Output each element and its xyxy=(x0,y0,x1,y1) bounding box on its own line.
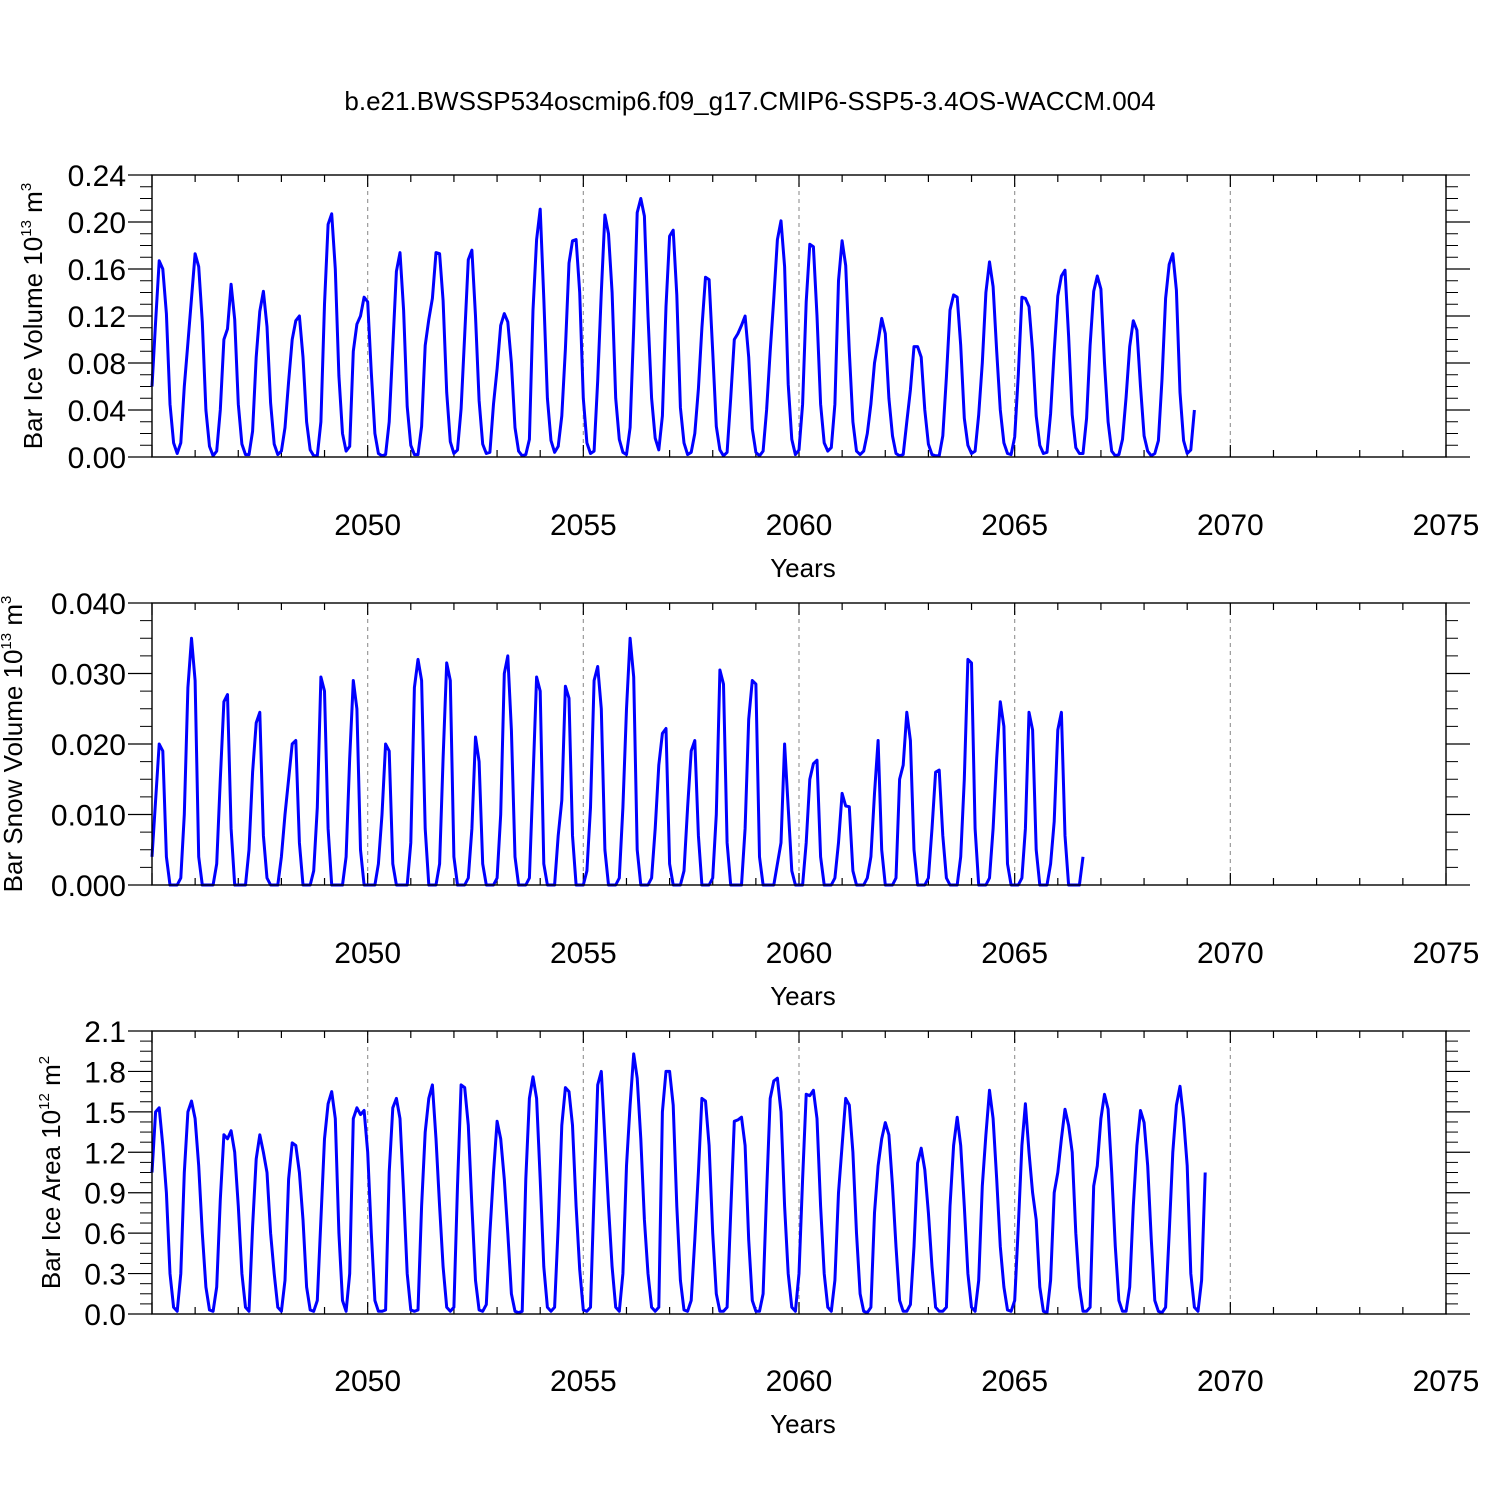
x-tick-label: 2050 xyxy=(334,1365,401,1398)
y-axis-label-superscript: 12 xyxy=(36,1093,53,1110)
y-tick-label: 0.040 xyxy=(51,588,126,621)
y-axis-label-superscript: 3 xyxy=(18,183,35,191)
panel-snow-volume: 0.000 0.010 0.020 0.030 0.040 2050 2055 2060 206… xyxy=(0,588,1479,1011)
y-axis-label-text: Bar Snow Volume 10 xyxy=(0,650,28,893)
x-tick-label: 2050 xyxy=(334,509,401,542)
y-tick-label: 0.08 xyxy=(68,348,126,381)
y-tick-label: 0.0 xyxy=(84,1299,126,1332)
y-tick-label: 0.3 xyxy=(84,1259,126,1292)
x-tick-label: 2075 xyxy=(1413,1365,1480,1398)
y-tick-label: 0.12 xyxy=(68,301,126,334)
y-axis-label-superscript: 13 xyxy=(18,220,35,237)
y-axis-label: Bar Ice Area 1012 m2 xyxy=(36,1056,66,1289)
panel-ice-volume: 0.00 0.04 0.08 0.12 0.16 0.20 0.24 2050 2055 2060… xyxy=(18,160,1479,583)
y-axis-label-superscript: 13 xyxy=(0,633,15,650)
x-tick-label: 2055 xyxy=(550,1365,617,1398)
y-tick-label: 0.9 xyxy=(84,1178,126,1211)
y-tick-label: 0.16 xyxy=(68,254,126,287)
x-tick-label: 2055 xyxy=(550,937,617,970)
x-tick-label: 2070 xyxy=(1197,937,1264,970)
y-tick-label: 0.04 xyxy=(68,395,126,428)
panel-ice-area: 0.0 0.3 0.6 0.9 1.2 1.5 1.8 2.1 2050 2055 2060 2065… xyxy=(36,1016,1479,1439)
x-tick-label: 2065 xyxy=(981,937,1048,970)
y-tick-label: 0.010 xyxy=(51,800,126,833)
plot-frame xyxy=(151,1030,1447,1315)
y-tick-label: 0.020 xyxy=(51,729,126,762)
x-axis-label: Years xyxy=(770,981,836,1011)
y-axis-label-text: m xyxy=(36,1064,66,1093)
y-axis-label-superscript: 3 xyxy=(0,596,15,604)
x-tick-label: 2075 xyxy=(1413,937,1480,970)
x-tick-label: 2060 xyxy=(766,1365,833,1398)
y-tick-label: 0.00 xyxy=(68,442,126,475)
y-axis-label-text: Bar Ice Volume 10 xyxy=(18,237,48,449)
x-tick-label: 2050 xyxy=(334,937,401,970)
y-tick-label: 0.030 xyxy=(51,659,126,692)
x-tick-label: 2060 xyxy=(766,509,833,542)
y-tick-label: 0.6 xyxy=(84,1218,126,1251)
y-axis-label-superscript: 2 xyxy=(36,1056,53,1064)
series-line xyxy=(150,636,1085,887)
y-tick-label: 0.000 xyxy=(51,870,126,903)
x-tick-label: 2060 xyxy=(766,937,833,970)
x-tick-label: 2065 xyxy=(981,1365,1048,1398)
x-tick-label: 2055 xyxy=(550,509,617,542)
series-line xyxy=(150,197,1196,458)
plot-frame xyxy=(151,174,1447,458)
x-axis-label: Years xyxy=(770,553,836,583)
series-line xyxy=(150,1052,1207,1315)
x-axis-label: Years xyxy=(770,1409,836,1439)
y-tick-label: 2.1 xyxy=(84,1016,126,1049)
y-tick-label: 0.20 xyxy=(68,207,126,240)
x-tick-label: 2065 xyxy=(981,509,1048,542)
y-tick-label: 0.24 xyxy=(68,160,126,193)
y-tick-label: 1.8 xyxy=(84,1056,126,1089)
x-tick-label: 2070 xyxy=(1197,509,1264,542)
y-axis-label-text: Bar Ice Area 10 xyxy=(36,1110,66,1289)
chart-title: b.e21.BWSSP534oscmip6.f09_g17.CMIP6-SSP5… xyxy=(344,86,1156,116)
y-axis-label: Bar Ice Volume 1013 m3 xyxy=(18,183,48,449)
x-tick-label: 2075 xyxy=(1413,509,1480,542)
y-axis-label-text: m xyxy=(0,604,28,633)
y-tick-label: 1.5 xyxy=(84,1097,126,1130)
y-axis-label: Bar Snow Volume 1013 m3 xyxy=(0,596,28,893)
y-axis-label-text: m xyxy=(18,191,48,220)
x-tick-label: 2070 xyxy=(1197,1365,1264,1398)
y-tick-label: 1.2 xyxy=(84,1137,126,1170)
plot-frame xyxy=(151,602,1447,886)
